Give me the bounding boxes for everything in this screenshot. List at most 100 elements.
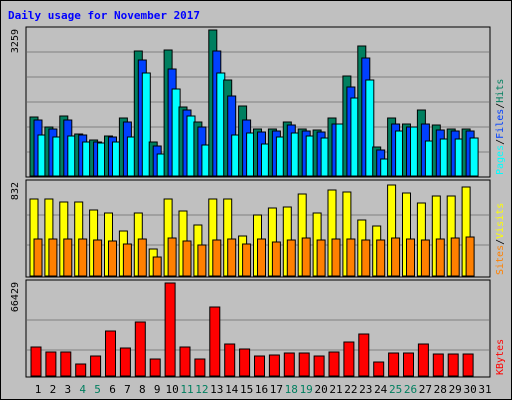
x-tick-day-24: 24 bbox=[374, 383, 388, 396]
x-tick-day-20: 20 bbox=[314, 383, 327, 396]
legend-hits-files-pages-item-4: Hits bbox=[495, 79, 506, 103]
bar-sites-day-21 bbox=[331, 238, 341, 277]
x-tick-day-8: 8 bbox=[139, 383, 146, 396]
x-tick-day-7: 7 bbox=[124, 383, 131, 396]
x-tick-day-19: 19 bbox=[300, 383, 313, 396]
x-tick-day-9: 9 bbox=[154, 383, 161, 396]
bar-kbytes-day-15 bbox=[239, 348, 251, 377]
bar-kbytes-day-8 bbox=[134, 321, 146, 377]
bar-sites-day-5 bbox=[93, 239, 103, 277]
x-tick-day-22: 22 bbox=[344, 383, 357, 396]
bar-sites-day-2 bbox=[48, 238, 58, 277]
bar-sites-day-29 bbox=[450, 237, 460, 277]
x-tick-day-17: 17 bbox=[270, 383, 283, 396]
bar-kbytes-day-17 bbox=[268, 354, 280, 377]
bar-kbytes-day-26 bbox=[403, 352, 414, 377]
bar-sites-day-22 bbox=[346, 238, 356, 277]
bar-kbytes-day-2 bbox=[45, 351, 57, 377]
bar-kbytes-day-4 bbox=[75, 363, 87, 377]
legend-hits-files-pages-item-3: / bbox=[495, 103, 506, 109]
bar-kbytes-day-30 bbox=[462, 353, 474, 377]
panel-hits-files-pages-legend: Pages/Files/Hits bbox=[495, 79, 506, 175]
x-tick-day-1: 1 bbox=[35, 383, 42, 396]
bar-sites-day-28 bbox=[435, 238, 445, 277]
bar-kbytes-day-23 bbox=[358, 333, 370, 377]
bar-kbytes-day-6 bbox=[105, 330, 116, 377]
bar-kbytes-day-9 bbox=[149, 358, 161, 377]
bar-sites-day-18 bbox=[286, 239, 296, 277]
x-tick-day-29: 29 bbox=[449, 383, 462, 396]
bar-kbytes-day-29 bbox=[447, 353, 459, 377]
bar-kbytes-day-20 bbox=[313, 355, 325, 377]
bar-kbytes-day-3 bbox=[60, 351, 72, 377]
bar-sites-day-16 bbox=[257, 238, 266, 277]
bar-kbytes-day-13 bbox=[209, 306, 221, 377]
bar-sites-day-26 bbox=[406, 238, 415, 277]
bar-kbytes-day-25 bbox=[388, 352, 400, 377]
panel-kbytes-ymax-label: 66429 bbox=[10, 282, 21, 312]
x-tick-day-4: 4 bbox=[79, 383, 86, 396]
bar-kbytes-day-14 bbox=[224, 343, 236, 377]
bar-kbytes-day-1 bbox=[30, 346, 42, 377]
legend-visits-sites-item-0: Sites bbox=[495, 245, 506, 275]
bar-kbytes-day-24 bbox=[373, 361, 385, 377]
bar-kbytes-day-18 bbox=[283, 352, 295, 377]
x-tick-day-3: 3 bbox=[64, 383, 71, 396]
bar-kbytes-day-21 bbox=[328, 351, 340, 377]
bar-sites-day-20 bbox=[316, 239, 326, 277]
x-tick-day-26: 26 bbox=[404, 383, 417, 396]
legend-hits-files-pages-item-1: / bbox=[495, 139, 506, 145]
bar-sites-day-9 bbox=[152, 256, 162, 277]
panel-hits-files-pages-ymax-label: 3259 bbox=[10, 29, 21, 53]
bar-sites-day-8 bbox=[137, 238, 147, 277]
bar-sites-day-11 bbox=[182, 240, 192, 277]
x-tick-day-18: 18 bbox=[285, 383, 298, 396]
x-tick-day-23: 23 bbox=[359, 383, 372, 396]
legend-visits-sites-item-1: / bbox=[495, 239, 506, 245]
x-tick-day-2: 2 bbox=[50, 383, 57, 396]
bar-sites-day-6 bbox=[108, 240, 117, 277]
legend-kbytes-item-0: KBytes bbox=[495, 339, 506, 375]
bar-sites-day-24 bbox=[376, 239, 386, 277]
bar-sites-day-27 bbox=[420, 239, 430, 277]
bar-kbytes-day-27 bbox=[417, 343, 429, 377]
bar-sites-day-19 bbox=[301, 237, 311, 277]
bar-kbytes-day-28 bbox=[432, 353, 444, 377]
x-tick-day-6: 6 bbox=[109, 383, 116, 396]
bar-kbytes-day-5 bbox=[90, 355, 102, 377]
x-tick-day-12: 12 bbox=[195, 383, 208, 396]
bar-sites-day-14 bbox=[227, 238, 237, 277]
bar-kbytes-day-16 bbox=[254, 355, 265, 377]
bar-kbytes-day-19 bbox=[298, 352, 310, 377]
bar-sites-day-30 bbox=[465, 236, 475, 277]
x-tick-day-21: 21 bbox=[329, 383, 342, 396]
bar-sites-day-13 bbox=[212, 239, 222, 277]
bar-pages-day-8 bbox=[141, 72, 151, 177]
bar-sites-day-1 bbox=[33, 238, 43, 277]
bar-sites-day-12 bbox=[197, 244, 207, 277]
chart-title: Daily usage for November 2017 bbox=[8, 9, 200, 22]
bar-sites-day-10 bbox=[167, 237, 177, 277]
x-tick-day-13: 13 bbox=[210, 383, 223, 396]
x-tick-day-25: 25 bbox=[389, 383, 402, 396]
panel-kbytes-legend: KBytes bbox=[495, 339, 506, 375]
x-tick-day-5: 5 bbox=[94, 383, 101, 396]
x-tick-day-14: 14 bbox=[225, 383, 239, 396]
x-tick-day-11: 11 bbox=[180, 383, 193, 396]
legend-hits-files-pages-item-0: Pages bbox=[495, 145, 506, 175]
bar-sites-day-7 bbox=[122, 243, 132, 277]
bar-kbytes-day-10 bbox=[164, 282, 176, 377]
x-tick-day-30: 30 bbox=[463, 383, 476, 396]
bar-sites-day-23 bbox=[361, 239, 371, 277]
bar-sites-day-4 bbox=[78, 238, 88, 277]
bar-kbytes-day-7 bbox=[119, 347, 131, 377]
x-tick-day-10: 10 bbox=[165, 383, 178, 396]
x-tick-day-27: 27 bbox=[419, 383, 432, 396]
bar-kbytes-day-12 bbox=[194, 358, 206, 377]
chart-plot-layer: 3259Pages/Files/Hits832Sites/Visits66429… bbox=[10, 26, 506, 396]
panel-visits-sites-legend: Sites/Visits bbox=[495, 203, 506, 275]
bar-sites-day-3 bbox=[63, 238, 73, 277]
bar-pages-day-23 bbox=[365, 79, 375, 177]
legend-visits-sites-item-2: Visits bbox=[495, 203, 506, 239]
